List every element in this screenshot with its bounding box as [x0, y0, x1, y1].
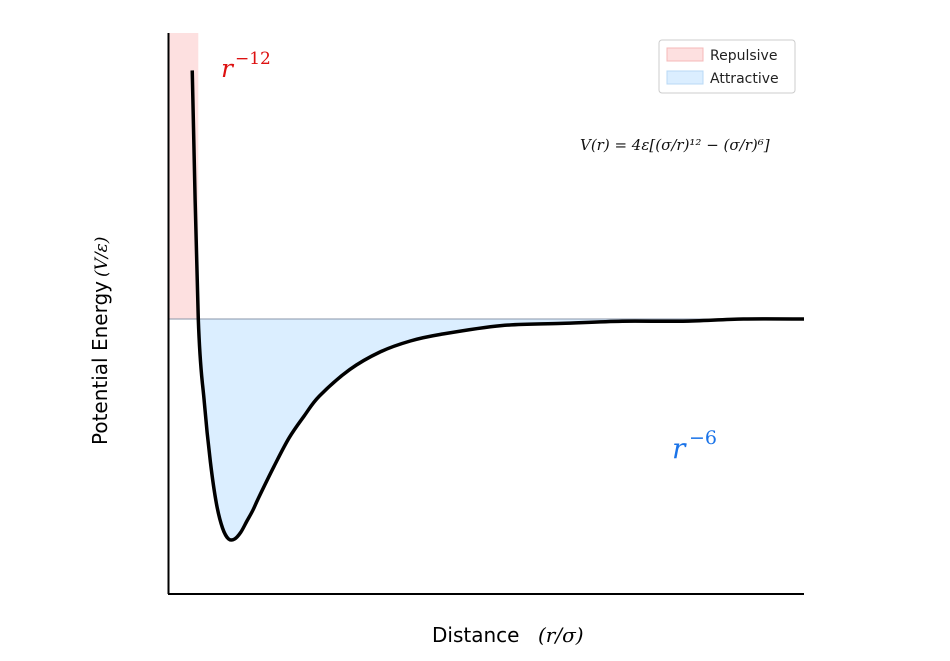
- y-axis-title: Potential Energy (V/ε): [88, 237, 112, 445]
- x-axis-title: Distance (r/σ): [432, 623, 584, 647]
- repulsive-region: [168, 33, 199, 319]
- attractive-power-base: r: [672, 432, 687, 465]
- x-axis-unit: (r/σ): [538, 623, 584, 647]
- repulsive-power-annotation: r −12: [221, 49, 271, 83]
- legend-label-repulsive: Repulsive: [710, 48, 777, 64]
- y-axis-label: Potential Energy: [88, 281, 112, 445]
- repulsive-power-base: r: [221, 54, 235, 83]
- legend: Repulsive Attractive: [658, 39, 796, 94]
- legend-label-attractive: Attractive: [710, 71, 779, 87]
- repulsive-power-exponent: −12: [235, 49, 271, 69]
- legend-swatch-repulsive: [666, 47, 704, 62]
- attractive-power-exponent: −6: [689, 427, 717, 449]
- y-axis-unit: (V/ε): [92, 237, 112, 277]
- attractive-region: [198, 318, 804, 541]
- formula-annotation: V(r) = 4ε[(σ/r)¹² − (σ/r)⁶]: [580, 136, 770, 154]
- x-axis-label: Distance: [432, 623, 519, 647]
- attractive-power-annotation: r −6: [672, 427, 717, 465]
- legend-swatch-attractive: [666, 70, 704, 85]
- potential-curve: [190, 70, 804, 542]
